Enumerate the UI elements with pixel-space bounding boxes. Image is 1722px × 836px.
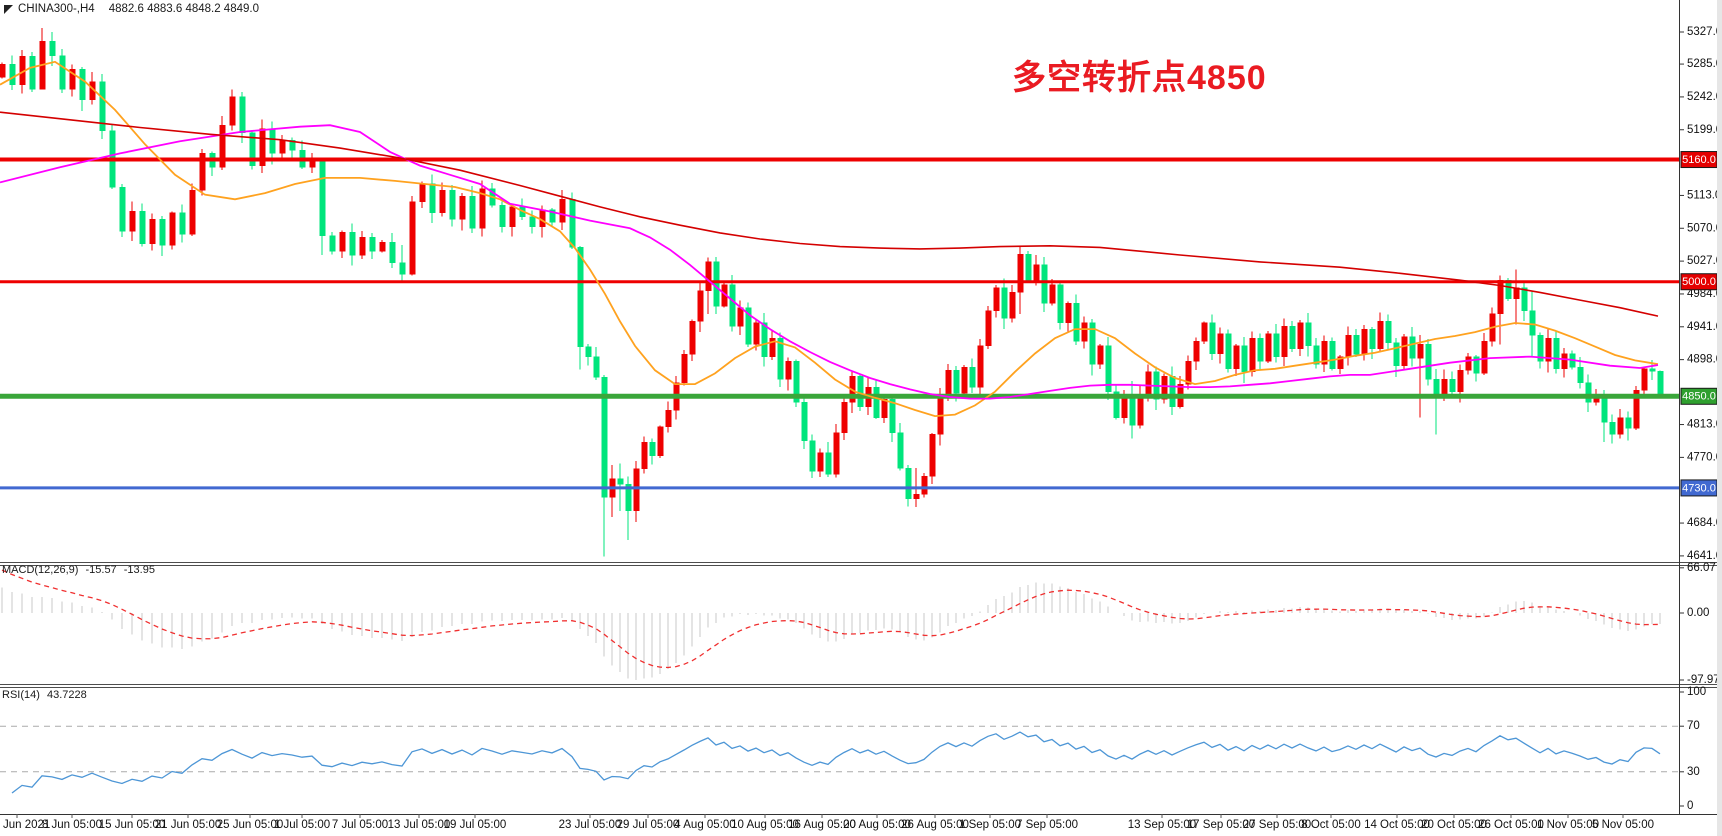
- time-axis-label: 14 Oct 05:00: [1364, 819, 1430, 831]
- pane-frames: [0, 0, 1722, 815]
- macd-indicator-label: MACD(12,26,9) -15.57 -13.95: [2, 564, 159, 576]
- macd-signal-line: [1, 569, 1661, 669]
- price-axis-label: 4641.0: [1687, 550, 1722, 562]
- time-axis-label: 1 Jul 05:00: [274, 819, 330, 831]
- price-axis-label: 5327.0: [1687, 26, 1722, 38]
- time-axis-label: 7 Sep 05:00: [1016, 819, 1078, 831]
- price-axis-label: 4770.0: [1687, 451, 1722, 463]
- price-axis-label: 5285.0: [1687, 58, 1722, 70]
- time-axis-label: 19 Jul 05:00: [444, 819, 507, 831]
- time-axis-label: 27 Sep 05:00: [1243, 819, 1311, 831]
- macd-signal-value: -13.95: [123, 564, 155, 576]
- price-axis-label: 5199.0: [1687, 124, 1722, 136]
- price-axis-label: 4813.0: [1687, 419, 1722, 431]
- macd-axis-label: 0.00: [1687, 607, 1709, 619]
- time-axis-label: 21 Jun 05:00: [155, 819, 222, 831]
- candles-layer: [0, 28, 1664, 557]
- price-axis-label: 5242.0: [1687, 91, 1722, 103]
- price-axis-label: 4984.0: [1687, 288, 1722, 300]
- time-axis-label: 1 Nov 05:00: [1537, 819, 1599, 831]
- time-axis-label: 13 Sep 05:00: [1128, 819, 1196, 831]
- horizontal-levels-layer: [0, 157, 1679, 490]
- window-edge: [1717, 0, 1722, 836]
- price-axis[interactable]: 5327.0 5285.0 5242.0 5199.0 5113.0 5070.0 5027…: [1679, 26, 1722, 812]
- macd-axis-label: 66.07: [1687, 562, 1716, 574]
- macd-name: MACD(12,26,9): [2, 564, 79, 576]
- rsi-axis-label: 70: [1687, 720, 1700, 732]
- time-axis-label: 20 Oct 05:00: [1421, 819, 1487, 831]
- rsi-value: 43.7228: [46, 689, 87, 701]
- macd-main-value: -15.57: [85, 564, 117, 576]
- rsi-pane: [0, 725, 1679, 794]
- time-axis-label: Jun 2021: [3, 819, 50, 831]
- price-axis-label: 4684.0: [1687, 517, 1722, 529]
- time-axis-label: 13 Jul 05:00: [388, 819, 451, 831]
- time-axis-label: 25 Jun 05:00: [217, 819, 284, 831]
- price-axis-label: 5070.0: [1687, 222, 1722, 234]
- time-axis-label: 5 Nov 05:00: [1592, 819, 1654, 831]
- rsi-axis-label: 100: [1687, 686, 1706, 698]
- time-axis-label: 26 Oct 05:00: [1478, 819, 1544, 831]
- price-axis-label: 5113.0: [1687, 189, 1721, 201]
- moving-averages-layer: [0, 60, 1659, 418]
- time-axis-label: 26 Aug 05:00: [901, 819, 969, 831]
- price-axis-label: 4941.0: [1687, 321, 1722, 333]
- ohlc-values: 4882.6 4883.6 4848.2 4849.0: [108, 3, 259, 15]
- time-axis-label: 1 Sep 05:00: [959, 819, 1021, 831]
- time-axis-label: 8 Jun 05:00: [42, 819, 102, 831]
- time-axis-label: 4 Aug 05:00: [674, 819, 735, 831]
- time-axis-label: 10 Aug 05:00: [731, 819, 799, 831]
- time-axis-label: 17 Sep 05:00: [1187, 819, 1255, 831]
- symbol-label: CHINA300-,H4: [18, 3, 95, 15]
- price-badge-text: 4730.0: [1682, 482, 1716, 494]
- rsi-name: RSI(14): [2, 689, 40, 701]
- time-axis-label: 20 Aug 05:00: [843, 819, 911, 831]
- time-axis-label: 16 Aug 05:00: [788, 819, 856, 831]
- macd-axis-label: -97.97: [1687, 674, 1720, 686]
- price-axis-label: 4898.0: [1687, 354, 1722, 366]
- macd-pane: [1, 569, 1661, 680]
- symbol-arrow-icon: [4, 5, 13, 14]
- price-badge-text: 5160.0: [1682, 154, 1716, 166]
- rsi-axis-label: 0: [1687, 800, 1693, 812]
- price-badge-text: 4850.0: [1682, 391, 1716, 403]
- rsi-line: [11, 731, 1661, 794]
- chart-annotation-text: 多空转折点4850: [1012, 59, 1267, 97]
- time-axis-label: 29 Jul 05:00: [617, 819, 680, 831]
- ma-fast-orange: [0, 60, 1659, 418]
- rsi-indicator-label: RSI(14) 43.7228: [2, 689, 91, 701]
- price-axis-label: 5027.0: [1687, 255, 1722, 267]
- ma-slow-red: [0, 111, 1659, 317]
- chart-title-bar: CHINA300-,H4 4882.6 4883.6 4848.2 4849.0: [4, 3, 259, 15]
- time-axis-label: 8 Oct 05:00: [1301, 819, 1360, 831]
- time-axis-label: 7 Jul 05:00: [332, 819, 388, 831]
- time-axis-label: 23 Jul 05:00: [559, 819, 622, 831]
- price-badge-text: 5000.0: [1682, 276, 1716, 288]
- time-axis-label: 15 Jun 05:00: [99, 819, 166, 831]
- rsi-axis-label: 30: [1687, 766, 1700, 778]
- ma-mid-magenta: [0, 124, 1659, 400]
